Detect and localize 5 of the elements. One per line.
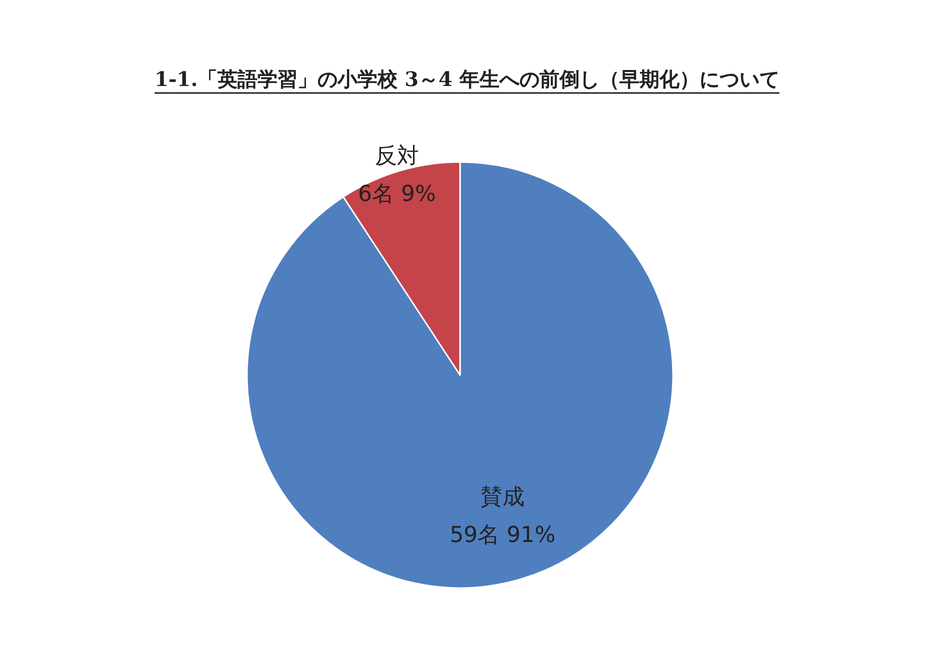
chart-title: 1-1.「英語学習」の小学校 3～4 年生への前倒し（早期化）について [154,67,780,91]
slice-label: 反対 [374,144,419,170]
data-label: 6名 9% [358,182,436,208]
slice-label: 賛成 [480,484,525,510]
data-label: 59名 91% [450,522,556,548]
